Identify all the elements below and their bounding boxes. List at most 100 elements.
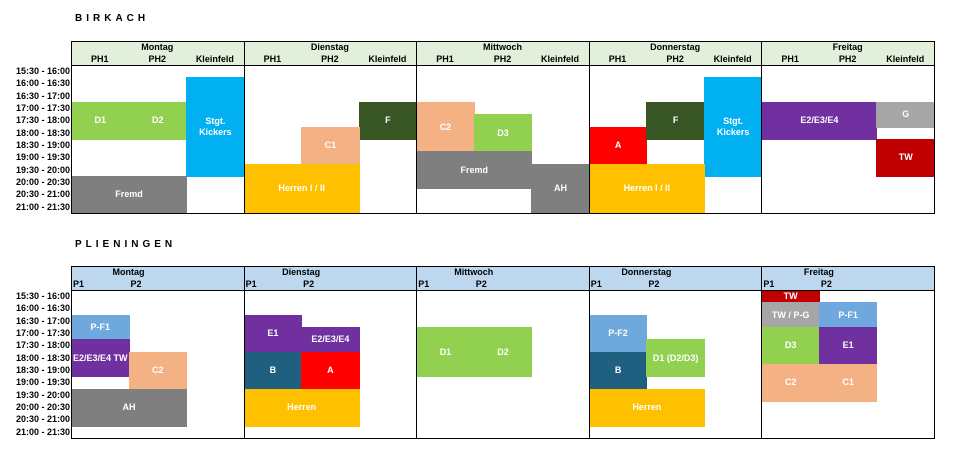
time-label: 15:30 - 16:00 <box>15 66 70 76</box>
schedule-block: F <box>358 101 418 140</box>
column-label: PH1 <box>436 54 454 64</box>
column-label: PH2 <box>666 54 684 64</box>
time-label: 16:00 - 16:30 <box>15 303 70 314</box>
column-label: P1 <box>418 279 430 289</box>
schedule-block: Stgt. Kickers <box>186 77 245 177</box>
day-name: Mittwoch <box>454 267 494 277</box>
day-frame <box>761 65 935 214</box>
schedule-block: P-F1 <box>818 302 878 328</box>
day-frame <box>416 290 590 439</box>
day-name: Donnerstag <box>650 42 701 52</box>
schedule-block: D2 <box>128 101 188 140</box>
time-label: 21:00 - 21:30 <box>15 426 70 437</box>
schedule-block: TW <box>876 138 935 177</box>
column-label: P1 <box>590 279 602 289</box>
schedule-block: C1 <box>818 363 878 402</box>
time-label: 17:30 - 18:00 <box>15 340 70 351</box>
schedule-block: B <box>588 351 648 390</box>
time-label: 20:30 - 21:00 <box>15 414 70 425</box>
time-label: 16:00 - 16:30 <box>15 78 70 89</box>
schedule-block: Herren <box>588 388 705 427</box>
schedule-block: Stgt. Kickers <box>703 77 763 177</box>
schedule-block: Fremd <box>416 151 533 190</box>
day-name: Mittwoch <box>482 42 522 52</box>
day-header <box>416 266 590 291</box>
schedule-block: C2 <box>128 351 188 390</box>
time-label: 16:30 - 17:00 <box>15 315 70 326</box>
day-name: Montag <box>112 267 145 277</box>
time-label: 19:00 - 19:30 <box>15 377 70 388</box>
column-label: P1 <box>245 279 257 289</box>
time-label: 20:30 - 21:00 <box>15 189 70 200</box>
column-label: PH2 <box>321 54 339 64</box>
column-label: PH1 <box>608 54 627 64</box>
column-label: P2 <box>303 279 315 289</box>
time-label: 18:30 - 19:00 <box>15 139 70 150</box>
day-header <box>416 41 590 66</box>
schedule-block: D3 <box>761 326 820 365</box>
schedule-block: TW / P-G <box>761 302 820 328</box>
day-header <box>761 41 935 66</box>
time-label: 18:00 - 18:30 <box>15 352 70 363</box>
day-frame <box>588 290 763 439</box>
schedule-block: C2 <box>761 363 820 402</box>
time-label: 18:00 - 18:30 <box>15 127 70 138</box>
day-frame <box>761 290 935 439</box>
column-label: PH1 <box>91 54 109 64</box>
column-label: Kleinfeld <box>195 54 234 64</box>
schedule-block: A <box>588 126 648 165</box>
time-label: 19:00 - 19:30 <box>15 152 70 163</box>
day-frame <box>243 290 418 439</box>
day-name: Freitag <box>832 42 863 52</box>
schedule-block: P-F2 <box>588 314 648 353</box>
schedule-block: C1 <box>301 126 360 165</box>
column-label: PH2 <box>493 54 512 64</box>
day-header <box>71 266 245 291</box>
schedule-block: F <box>646 101 705 140</box>
schedule-block: D3 <box>473 114 533 153</box>
section-title: BIRKACH <box>75 13 150 24</box>
column-label: P1 <box>73 279 85 289</box>
day-header <box>243 266 418 291</box>
time-label: 20:00 - 20:30 <box>15 176 70 187</box>
schedule-block: G <box>876 101 935 128</box>
schedule-block: E2/E3/E4 <box>301 326 360 353</box>
column-label: PH1 <box>781 54 799 64</box>
schedule-block: TW <box>761 290 820 304</box>
day-name: Dienstag <box>310 42 349 52</box>
schedule-block: Herren I / II <box>243 163 360 214</box>
time-label: 16:30 - 17:00 <box>15 90 70 101</box>
section-title: PLIENINGEN <box>75 239 177 250</box>
schedule-block: E1 <box>243 314 303 353</box>
time-label: 17:00 - 17:30 <box>15 327 70 338</box>
time-label: 20:00 - 20:30 <box>15 401 70 412</box>
schedule-block: D1 <box>416 326 475 378</box>
schedule-block: E1 <box>818 326 878 365</box>
column-label: PH2 <box>838 54 857 64</box>
schedule-block: C2 <box>416 101 475 153</box>
time-label: 19:30 - 20:00 <box>15 389 70 400</box>
schedule-block: AH <box>71 388 188 427</box>
time-label: 17:00 - 17:30 <box>15 102 70 113</box>
schedule-block: AH <box>531 163 590 214</box>
time-label: 18:30 - 19:00 <box>15 364 70 375</box>
day-header <box>761 266 935 291</box>
schedule-block: D2 <box>473 326 533 378</box>
column-label: Kleinfeld <box>541 54 580 64</box>
day-header <box>588 266 763 291</box>
schedule-block: Herren I / II <box>588 163 705 214</box>
column-label: PH2 <box>148 54 167 64</box>
schedule-block: D1 <box>71 101 130 140</box>
time-label: 17:30 - 18:00 <box>15 115 70 126</box>
column-label: P2 <box>475 279 487 289</box>
column-label: Kleinfeld <box>368 54 407 64</box>
schedule-block: A <box>301 351 360 390</box>
day-name: Freitag <box>803 267 834 277</box>
time-label: 21:00 - 21:30 <box>15 201 70 212</box>
column-label: Kleinfeld <box>886 54 925 64</box>
schedule-block: Fremd <box>71 175 188 214</box>
column-label: PH1 <box>263 54 282 64</box>
